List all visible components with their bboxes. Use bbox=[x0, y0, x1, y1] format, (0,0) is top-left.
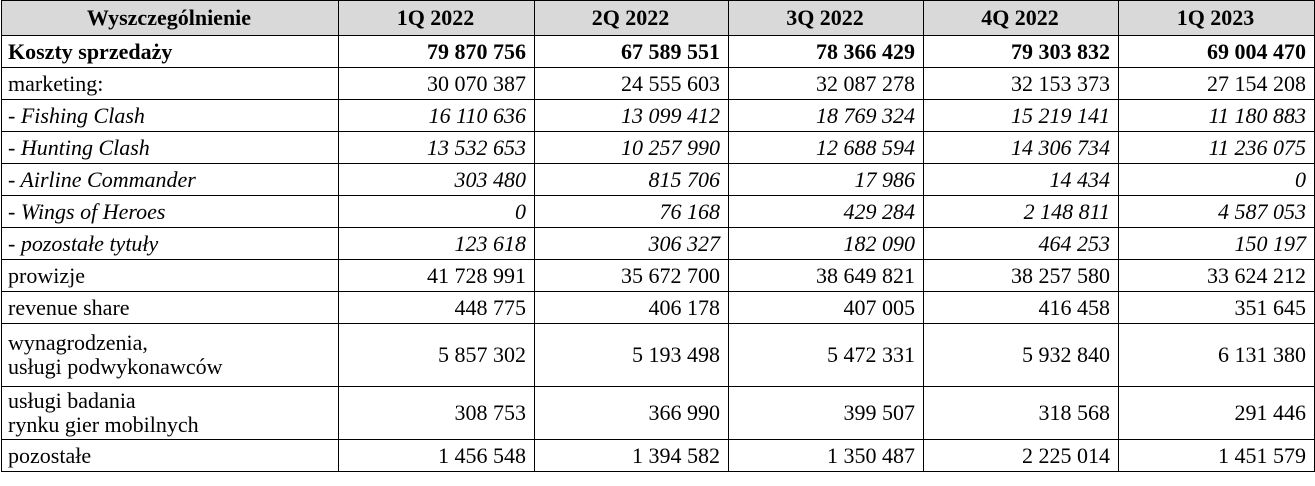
table-row: - pozostałe tytuły 123 618 306 327 182 090 4… bbox=[1, 227, 1315, 260]
value-cell: 406 178 bbox=[534, 291, 729, 324]
value-cell: 1 350 487 bbox=[728, 439, 924, 472]
value-cell: 5 193 498 bbox=[534, 323, 729, 387]
value-cell: 815 706 bbox=[534, 163, 729, 196]
value-cell: 32 153 373 bbox=[923, 67, 1119, 100]
value-cell: 38 649 821 bbox=[728, 259, 924, 292]
row-label: pozostałe bbox=[1, 439, 339, 472]
value-cell: 416 458 bbox=[923, 291, 1119, 324]
table-body: Koszty sprzedaży 79 870 756 67 589 551 78 3… bbox=[1, 35, 1315, 472]
value-cell: 0 bbox=[1118, 163, 1315, 196]
table-row: Koszty sprzedaży 79 870 756 67 589 551 78 3… bbox=[1, 35, 1315, 68]
value-cell: 41 728 991 bbox=[338, 259, 535, 292]
row-label: wynagrodzenia, usługi podwykonawców bbox=[1, 323, 339, 387]
table-row: - Hunting Clash 13 532 653 10 257 990 12 68… bbox=[1, 131, 1315, 164]
value-cell: 78 366 429 bbox=[728, 35, 924, 68]
value-cell: 14 306 734 bbox=[923, 131, 1119, 164]
value-cell: 24 555 603 bbox=[534, 67, 729, 100]
value-cell: 16 110 636 bbox=[338, 99, 535, 132]
header-cell: 3Q 2022 bbox=[728, 0, 924, 36]
table-row: - Wings of Heroes 0 76 168 429 284 2 148 811… bbox=[1, 195, 1315, 228]
header-cell: Wyszczególnienie bbox=[1, 0, 339, 36]
value-cell: 1 456 548 bbox=[338, 439, 535, 472]
header-cell: 1Q 2023 bbox=[1118, 0, 1315, 36]
value-cell: 303 480 bbox=[338, 163, 535, 196]
table-row: - Airline Commander 303 480 815 706 17 986 1… bbox=[1, 163, 1315, 196]
value-cell: 79 303 832 bbox=[923, 35, 1119, 68]
table-row: wynagrodzenia, usługi podwykonawców 5 857… bbox=[1, 323, 1315, 387]
value-cell: 448 775 bbox=[338, 291, 535, 324]
value-cell: 33 624 212 bbox=[1118, 259, 1315, 292]
value-cell: 0 bbox=[338, 195, 535, 228]
value-cell: 11 236 075 bbox=[1118, 131, 1315, 164]
value-cell: 306 327 bbox=[534, 227, 729, 260]
table-row: prowizje 41 728 991 35 672 700 38 649 821 38… bbox=[1, 259, 1315, 292]
value-cell: 464 253 bbox=[923, 227, 1119, 260]
table-row: revenue share 448 775 406 178 407 005 416 45… bbox=[1, 291, 1315, 324]
value-cell: 10 257 990 bbox=[534, 131, 729, 164]
row-label: - Wings of Heroes bbox=[1, 195, 339, 228]
value-cell: 2 148 811 bbox=[923, 195, 1119, 228]
value-cell: 14 434 bbox=[923, 163, 1119, 196]
row-label: prowizje bbox=[1, 259, 339, 292]
value-cell: 1 394 582 bbox=[534, 439, 729, 472]
value-cell: 11 180 883 bbox=[1118, 99, 1315, 132]
value-cell: 17 986 bbox=[728, 163, 924, 196]
value-cell: 79 870 756 bbox=[338, 35, 535, 68]
value-cell: 32 087 278 bbox=[728, 67, 924, 100]
value-cell: 27 154 208 bbox=[1118, 67, 1315, 100]
header-cell: 4Q 2022 bbox=[923, 0, 1119, 36]
value-cell: 407 005 bbox=[728, 291, 924, 324]
row-label: - Fishing Clash bbox=[1, 99, 339, 132]
value-cell: 13 099 412 bbox=[534, 99, 729, 132]
value-cell: 30 070 387 bbox=[338, 67, 535, 100]
row-label: usługi badania rynku gier mobilnych bbox=[1, 386, 339, 440]
row-label: revenue share bbox=[1, 291, 339, 324]
value-cell: 5 857 302 bbox=[338, 323, 535, 387]
value-cell: 18 769 324 bbox=[728, 99, 924, 132]
value-cell: 429 284 bbox=[728, 195, 924, 228]
value-cell: 6 131 380 bbox=[1118, 323, 1315, 387]
value-cell: 67 589 551 bbox=[534, 35, 729, 68]
value-cell: 182 090 bbox=[728, 227, 924, 260]
value-cell: 123 618 bbox=[338, 227, 535, 260]
row-label: - pozostałe tytuły bbox=[1, 227, 339, 260]
value-cell: 5 932 840 bbox=[923, 323, 1119, 387]
header-cell: 2Q 2022 bbox=[534, 0, 729, 36]
value-cell: 4 587 053 bbox=[1118, 195, 1315, 228]
row-label: - Airline Commander bbox=[1, 163, 339, 196]
row-label: marketing: bbox=[1, 67, 339, 100]
value-cell: 351 645 bbox=[1118, 291, 1315, 324]
header-cell: 1Q 2022 bbox=[338, 0, 535, 36]
row-label: Koszty sprzedaży bbox=[1, 35, 339, 68]
value-cell: 399 507 bbox=[728, 386, 924, 440]
value-cell: 38 257 580 bbox=[923, 259, 1119, 292]
value-cell: 2 225 014 bbox=[923, 439, 1119, 472]
value-cell: 76 168 bbox=[534, 195, 729, 228]
value-cell: 366 990 bbox=[534, 386, 729, 440]
value-cell: 318 568 bbox=[923, 386, 1119, 440]
value-cell: 291 446 bbox=[1118, 386, 1315, 440]
table-row: usługi badania rynku gier mobilnych 308 7… bbox=[1, 386, 1315, 440]
value-cell: 5 472 331 bbox=[728, 323, 924, 387]
value-cell: 35 672 700 bbox=[534, 259, 729, 292]
value-cell: 1 451 579 bbox=[1118, 439, 1315, 472]
table-row: pozostałe 1 456 548 1 394 582 1 350 487 2 22… bbox=[1, 439, 1315, 472]
table-row: - Fishing Clash 16 110 636 13 099 412 18 76… bbox=[1, 99, 1315, 132]
value-cell: 69 004 470 bbox=[1118, 35, 1315, 68]
row-label: - Hunting Clash bbox=[1, 131, 339, 164]
value-cell: 13 532 653 bbox=[338, 131, 535, 164]
value-cell: 150 197 bbox=[1118, 227, 1315, 260]
header-row: Wyszczególnienie 1Q 2022 2Q 2022 3Q 2022 4Q … bbox=[1, 0, 1315, 36]
value-cell: 15 219 141 bbox=[923, 99, 1119, 132]
value-cell: 308 753 bbox=[338, 386, 535, 440]
cost-table: Wyszczególnienie 1Q 2022 2Q 2022 3Q 2022 4Q … bbox=[1, 0, 1315, 472]
table-row: marketing: 30 070 387 24 555 603 32 087 278… bbox=[1, 67, 1315, 100]
value-cell: 12 688 594 bbox=[728, 131, 924, 164]
